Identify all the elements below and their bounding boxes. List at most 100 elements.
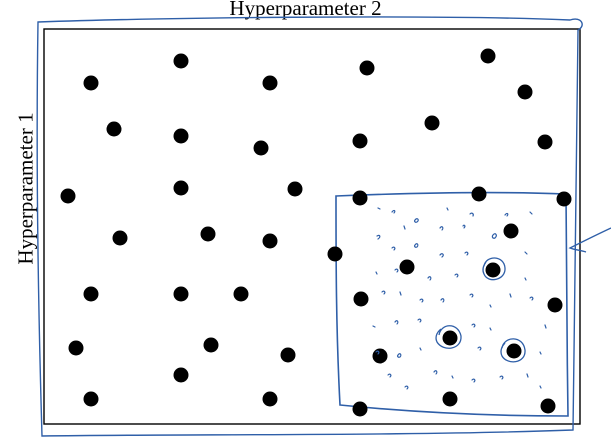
coarse-point [173, 180, 189, 196]
hyperparameter-2-label: Hyperparameter 2 [229, 0, 382, 20]
fine-sample-mark [499, 375, 504, 380]
coarse-point [352, 190, 368, 206]
coarse-point [537, 134, 553, 150]
fine-sample-mark [524, 251, 528, 255]
fine-sample-mark [391, 209, 396, 214]
fine-sample-mark [544, 324, 547, 329]
fine-sample-mark [529, 211, 533, 215]
fine-sample-mark [469, 212, 474, 217]
coarse-point [253, 140, 269, 156]
coarse-point [547, 297, 563, 313]
fine-sample-mark [397, 353, 402, 358]
coarse-point [68, 340, 84, 356]
best-point [442, 330, 458, 346]
highlight-ring [482, 257, 506, 281]
fine-sample-mark [419, 298, 424, 303]
coarse-point [287, 181, 303, 197]
highlight-ring [500, 338, 526, 363]
coarse-point [359, 60, 375, 76]
coarse-point [112, 230, 128, 246]
zoom-region-outline [335, 191, 569, 417]
coarse-point [327, 246, 343, 262]
coarse-point [352, 401, 368, 417]
coarse-point [540, 398, 556, 414]
coarse-point [556, 191, 572, 207]
fine-sample-mark [427, 276, 432, 281]
best-point-rings [435, 257, 526, 363]
coarse-point [106, 121, 122, 137]
fine-sample-mark [469, 293, 474, 298]
fine-sample-mark [433, 370, 438, 375]
search-space-frame [43, 28, 581, 425]
fine-sample-mark [509, 293, 512, 298]
coarse-point [173, 286, 189, 302]
coarse-point [372, 348, 388, 364]
fine-sample-mark [451, 375, 454, 379]
coarse-point [83, 75, 99, 91]
coarse-point [83, 286, 99, 302]
highlight-ring [435, 325, 462, 349]
fine-sample-marks [372, 207, 547, 390]
coarse-point [442, 391, 458, 407]
fine-sample-mark [504, 212, 509, 217]
coarse-point [353, 291, 369, 307]
fine-sample-mark [417, 318, 422, 323]
fine-sample-mark [381, 290, 386, 295]
fine-sample-mark [529, 296, 534, 301]
coarse-point [471, 186, 487, 202]
fine-sample-mark [439, 253, 444, 258]
fine-sample-mark [377, 207, 381, 210]
fine-sample-mark [399, 291, 402, 296]
fine-sample-mark [489, 304, 492, 308]
fine-sample-mark [462, 224, 466, 229]
coarse-point [480, 48, 496, 64]
fine-sample-mark [403, 225, 406, 230]
fine-sample-mark [471, 323, 476, 328]
coarse-point [399, 259, 415, 275]
coarse-point [262, 391, 278, 407]
fine-sample-mark [376, 234, 381, 240]
fine-sample-mark [414, 218, 419, 223]
coarse-point [173, 53, 189, 69]
coarse-point [233, 286, 249, 302]
best-point [485, 262, 501, 278]
fine-sample-mark [440, 298, 445, 303]
fine-sample-mark [454, 273, 459, 278]
fine-sample-mark [526, 373, 529, 378]
fine-sample-mark [375, 350, 380, 355]
coarse-point [262, 75, 278, 91]
fine-sample-mark [524, 277, 527, 281]
fine-sample-mark [419, 347, 422, 351]
coarse-point [424, 115, 440, 131]
fine-sample-mark [391, 246, 396, 251]
fine-sample-mark [477, 346, 482, 351]
fine-sample-mark [387, 373, 392, 378]
fine-sample-mark [471, 378, 476, 383]
coarse-point [60, 188, 76, 204]
coarse-point [83, 391, 99, 407]
fine-sample-mark [414, 243, 419, 248]
coarse-points [60, 48, 572, 417]
coarse-point [352, 133, 368, 149]
coarse-point [200, 226, 216, 242]
coarse-point [173, 128, 189, 144]
fine-sample-mark [394, 268, 399, 273]
fine-sample-mark [404, 385, 409, 390]
coarse-point [203, 337, 219, 353]
fine-sample-mark [394, 320, 399, 325]
coarse-point [503, 223, 519, 239]
fine-sample-mark [375, 271, 378, 275]
best-point [506, 343, 522, 359]
fine-sample-mark [464, 251, 469, 256]
fine-sample-mark [489, 327, 492, 331]
zoom-arrow [568, 227, 611, 253]
outer-annotation-outline [36, 16, 583, 437]
fine-sample-mark [446, 207, 449, 211]
fine-sample-mark [372, 325, 376, 328]
coarse-point [262, 233, 278, 249]
fine-sample-mark [439, 226, 444, 231]
coarse-point [517, 84, 533, 100]
coarse-point [280, 347, 296, 363]
best-points [442, 262, 522, 359]
